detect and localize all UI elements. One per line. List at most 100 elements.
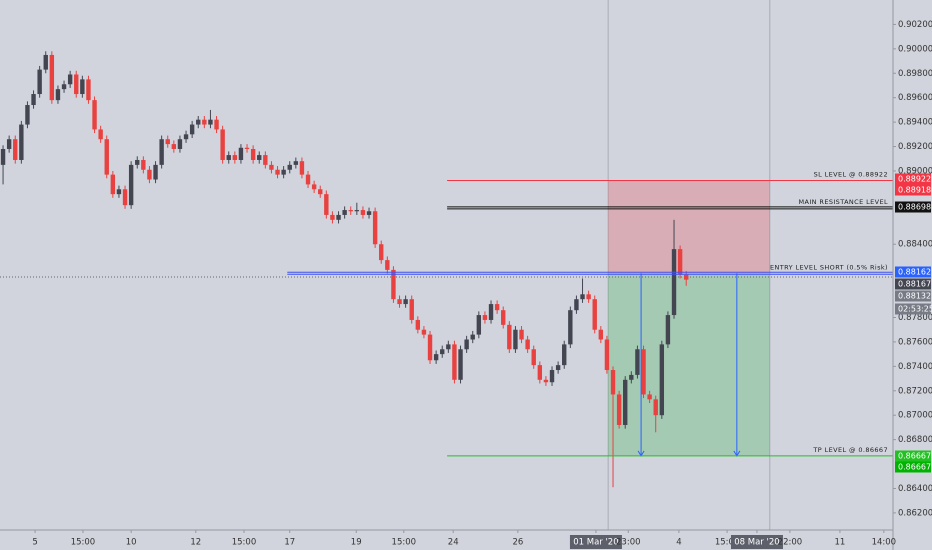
candle-body [604,339,610,371]
candle-body [647,394,652,400]
candle-body [171,144,177,149]
candle-body [372,211,378,245]
candle-body [281,169,286,175]
price-tag-label: 0.88698 [898,203,931,212]
candle-body [379,244,384,261]
price-tag-label: 0.88162 [898,268,931,277]
x-tick-label: 17 [284,538,295,548]
x-tick-label: 15:00 [232,538,257,548]
candle-body [293,161,299,165]
candle-body [403,299,408,305]
x-tick-label: 23:00 [616,538,641,548]
candle-body [31,94,36,106]
candle-body [476,315,482,335]
candle-body [671,249,677,316]
candle-body [629,374,634,380]
candle-body [665,315,671,345]
price-tag-label: 0.86667 [898,452,931,461]
candle-body [122,189,128,206]
price-tag-label: 0.88132 [898,292,931,301]
y-tick-label: 0.90000 [898,44,932,54]
y-tick-label: 0.86800 [898,435,932,445]
candle-body [397,299,402,305]
candle-body [501,310,506,325]
candle-body [13,139,18,160]
candle-body [214,119,219,130]
candle-body [141,159,146,170]
candle-body [354,210,360,212]
candle-body [452,344,457,380]
x-tick-label: 19 [351,538,362,548]
level-label: TP LEVEL @ 0.86667 [812,446,888,454]
candle-body [220,129,225,160]
price-tag [895,184,931,196]
level-label: SL LEVEL @ 0.88922 [814,170,888,178]
candle-body [653,399,658,416]
candle-body [269,164,274,170]
candle-body [433,354,439,361]
candle-body [537,365,543,380]
candle-body [305,174,311,185]
candle-body [257,155,262,160]
candle-body [67,74,73,85]
x-tick-highlight [730,535,783,549]
x-tick-label: 15:00 [715,538,740,548]
stop-zone [608,180,770,274]
x-tick-highlight [569,535,622,549]
candle-body [415,319,421,330]
candle-body [330,214,335,220]
x-tick-label: 08 Mar '20 [734,538,779,548]
y-tick-label: 0.90200 [898,20,932,30]
candle-body [677,249,683,275]
candle-body [562,344,567,366]
y-tick-label: 0.87600 [898,337,932,347]
price-tag-label: 0.88167 [898,280,931,289]
x-tick-label: 14:00 [872,538,897,548]
candle-body [165,139,170,145]
candle-body [244,147,250,149]
candle-body [494,304,500,311]
candle-body [98,129,103,140]
price-tag [895,461,931,473]
y-tick-label: 0.86200 [898,508,932,518]
y-tick-label: 0.89400 [898,118,932,128]
candle-body [287,164,292,170]
candle-body [440,349,445,355]
x-tick-label: 22:00 [778,538,803,548]
candle-body [470,334,475,340]
price-tag-label: 0.86667 [898,463,931,472]
candle-body [336,214,341,220]
price-tag [895,303,931,315]
candle-body [592,299,597,330]
candle-body [574,299,579,311]
y-tick-label: 0.87800 [898,313,932,323]
x-tick-label: 12 [190,538,201,548]
candle-body [446,344,451,350]
candle-body [183,134,189,140]
price-tag [895,278,931,290]
candle-body [531,349,536,366]
candle-body [250,148,256,160]
candle-body [86,79,91,101]
candle-body [135,159,140,165]
price-tag [895,201,931,213]
level-label: MAIN RESISTANCE LEVEL [799,198,888,206]
candle-body [568,310,573,345]
candle-body [507,324,512,350]
candle-body [104,139,109,175]
candle-body [659,344,665,416]
candle-body [684,274,689,280]
price-tag [895,173,931,185]
y-tick-label: 0.89000 [898,166,932,176]
candle-body [641,349,646,395]
candle-body [275,169,280,175]
candle-body [128,164,134,206]
target-zone [608,273,770,456]
candle-body [318,189,323,195]
price-tag [895,266,931,278]
candle-body [360,210,366,215]
candle-body [202,119,207,125]
candle-body [80,79,85,95]
candle-body [177,139,183,149]
